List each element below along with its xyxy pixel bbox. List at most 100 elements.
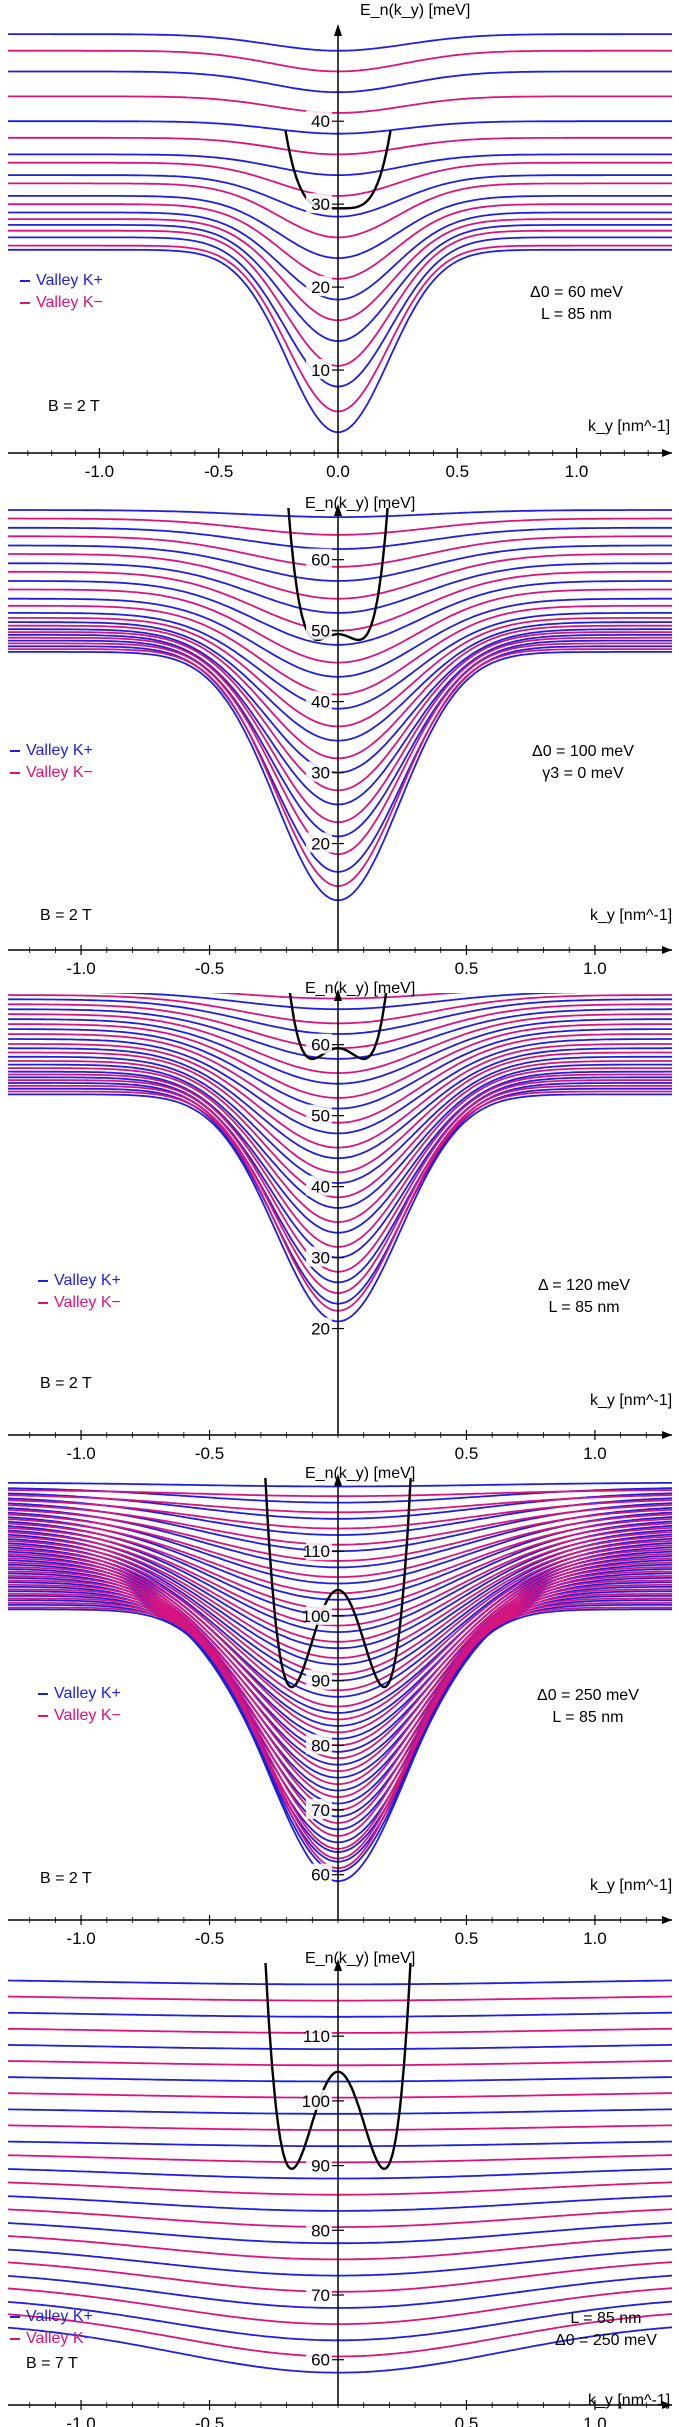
y-tick-label: 80 xyxy=(311,2221,330,2240)
chart-panel-5: -1.0 -0.5 0.5 1.0 60 70 80 90 100 110 E_n(k_y) [m… xyxy=(0,1940,679,2427)
y-tick-label-bg xyxy=(306,1033,332,1054)
y-tick-label: 20 xyxy=(311,835,330,854)
y-axis-label: E_n(k_y) [meV] xyxy=(305,495,416,512)
params-box: Δ = 120 meV L = 85 nm xyxy=(538,1275,630,1319)
y-tick-label: 90 xyxy=(311,1672,330,1691)
x-tick-label: 1.0 xyxy=(565,462,589,481)
x-tick-label: -0.5 xyxy=(204,462,233,481)
chart-svg-3: -1.0 -0.5 0.5 1.0 20 30 40 50 60 xyxy=(8,989,672,1463)
legend: Valley K+ Valley K− xyxy=(38,1270,121,1314)
x-tick-label: 0.5 xyxy=(455,1929,479,1948)
y-tick-label-bg xyxy=(306,2154,332,2175)
chart-panel-3: -1.0 -0.5 0.5 1.0 20 30 40 50 60 E_n(k_y) [meV] … xyxy=(0,970,679,1463)
y-tick-label: 70 xyxy=(311,2286,330,2305)
legend: Valley K+ Valley K− xyxy=(38,1683,121,1727)
y-tick-label: 30 xyxy=(311,1249,330,1268)
x-tick-label: 0.5 xyxy=(445,462,469,481)
x-axis-label: k_y [nm^-1] xyxy=(590,907,673,924)
x-tick-label: -1.0 xyxy=(66,1929,95,1948)
field-label: B = 7 T xyxy=(26,2355,78,2372)
y-tick-label-bg xyxy=(306,2219,332,2240)
x-tick-label: 1.0 xyxy=(583,1444,607,1463)
y-tick-label-bg xyxy=(306,2348,332,2369)
y-tick-label-bg xyxy=(306,832,332,853)
param-line: Δ0 = 250 meV xyxy=(537,1687,639,1704)
y-tick-label: 60 xyxy=(311,551,330,570)
legend-valley-plus: Valley K+ xyxy=(38,1270,121,1292)
legend-valley-minus: Valley K− xyxy=(10,762,93,784)
y-axis-arrow xyxy=(334,24,342,36)
x-axis-label: k_y [nm^-1] xyxy=(588,418,671,435)
x-tick-label: 0.5 xyxy=(455,1444,479,1463)
field-label: B = 2 T xyxy=(40,1375,92,1392)
y-tick-label: 90 xyxy=(311,2157,330,2176)
y-tick-label: 100 xyxy=(302,1607,330,1626)
y-axis-arrow xyxy=(334,504,342,516)
chart-panel-2: -1.0 -0.5 0.5 1.0 20 30 40 50 60 E_n(k_y) [meV] … xyxy=(0,485,679,978)
y-tick-label: 30 xyxy=(311,764,330,783)
param-line: L = 85 nm xyxy=(548,1299,620,1316)
y-tick-label-bg xyxy=(306,1317,332,1338)
x-tick-label: -0.5 xyxy=(195,1444,224,1463)
y-tick-label: 80 xyxy=(311,1736,330,1755)
y-tick-label: 60 xyxy=(311,2351,330,2370)
param-line: Δ0 = 250 meV xyxy=(555,2332,657,2349)
chart-panel-1: -1.0 -0.5 0.0 0.5 1.0 10 20 30 40 E_n(k_y) [meV]… xyxy=(0,0,679,481)
param-line: Δ0 = 60 meV xyxy=(530,284,623,301)
y-tick-label-bg xyxy=(306,619,332,640)
x-axis-arrow xyxy=(662,2401,672,2409)
legend-valley-minus: Valley K− xyxy=(20,292,103,314)
params-box: Δ0 = 100 meV γ3 = 0 meV xyxy=(532,741,634,785)
params-box: Δ0 = 250 meV L = 85 nm xyxy=(537,1685,639,1729)
field-label: B = 2 T xyxy=(40,907,92,924)
x-axis-arrow xyxy=(662,946,672,954)
y-tick-label: 50 xyxy=(311,1107,330,1126)
y-axis-label: E_n(k_y) [meV] xyxy=(360,2,471,19)
y-tick-label-bg xyxy=(306,548,332,569)
param-line: Δ0 = 100 meV xyxy=(532,743,634,760)
y-tick-label: 40 xyxy=(311,1178,330,1197)
y-tick-label: 110 xyxy=(303,1542,330,1561)
y-tick-label: 110 xyxy=(303,2027,330,2046)
y-tick-label-bg xyxy=(306,276,332,297)
chart-svg-5: -1.0 -0.5 0.5 1.0 60 70 80 90 100 110 xyxy=(8,1959,672,2427)
legend-valley-minus: Valley K− xyxy=(10,2328,93,2350)
y-tick-label: 10 xyxy=(311,361,330,380)
y-axis-label: E_n(k_y) [meV] xyxy=(305,980,416,997)
x-tick-label: 0.5 xyxy=(455,2414,479,2427)
legend: Valley K+ Valley K− xyxy=(10,2306,93,2350)
x-axis-label: k_y [nm^-1] xyxy=(588,2392,671,2409)
y-tick-label-bg xyxy=(306,2089,332,2110)
y-axis-arrow xyxy=(334,1959,342,1971)
legend-valley-plus: Valley K+ xyxy=(10,740,93,762)
x-tick-label: -1.0 xyxy=(66,959,95,978)
x-tick-label: -0.5 xyxy=(195,959,224,978)
legend-valley-plus: Valley K+ xyxy=(10,2306,93,2328)
param-line: Δ = 120 meV xyxy=(538,1277,631,1294)
param-line: γ3 = 0 meV xyxy=(542,765,624,782)
y-tick-label-bg xyxy=(306,1246,332,1267)
x-axis-arrow xyxy=(662,1916,672,1924)
x-tick-label: -1.0 xyxy=(66,1444,95,1463)
x-axis-arrow xyxy=(662,449,672,457)
params-box: Δ0 = 60 meV L = 85 nm xyxy=(530,282,623,326)
y-tick-label-bg xyxy=(306,1669,332,1690)
x-tick-label: 0.0 xyxy=(326,462,350,481)
y-tick-label-bg xyxy=(306,110,332,131)
params-box: L = 85 nm Δ0 = 250 meV xyxy=(555,2308,657,2352)
y-axis-label: E_n(k_y) [meV] xyxy=(305,1950,416,1967)
x-tick-label: -0.5 xyxy=(195,2414,224,2427)
field-label: B = 2 T xyxy=(48,398,100,415)
y-tick-label: 50 xyxy=(311,622,330,641)
x-axis-label: k_y [nm^-1] xyxy=(590,1877,673,1894)
legend-valley-plus: Valley K+ xyxy=(38,1683,121,1705)
y-tick-label: 70 xyxy=(311,1801,330,1820)
y-tick-label-bg xyxy=(306,1604,332,1625)
y-tick-label-bg xyxy=(306,1799,332,1819)
y-tick-label-bg xyxy=(306,2025,332,2046)
y-tick-label-bg xyxy=(306,690,332,711)
y-tick-label: 100 xyxy=(302,2092,330,2111)
y-tick-label: 40 xyxy=(311,693,330,712)
y-axis-arrow xyxy=(334,989,342,1001)
y-tick-label: 60 xyxy=(311,1036,330,1055)
